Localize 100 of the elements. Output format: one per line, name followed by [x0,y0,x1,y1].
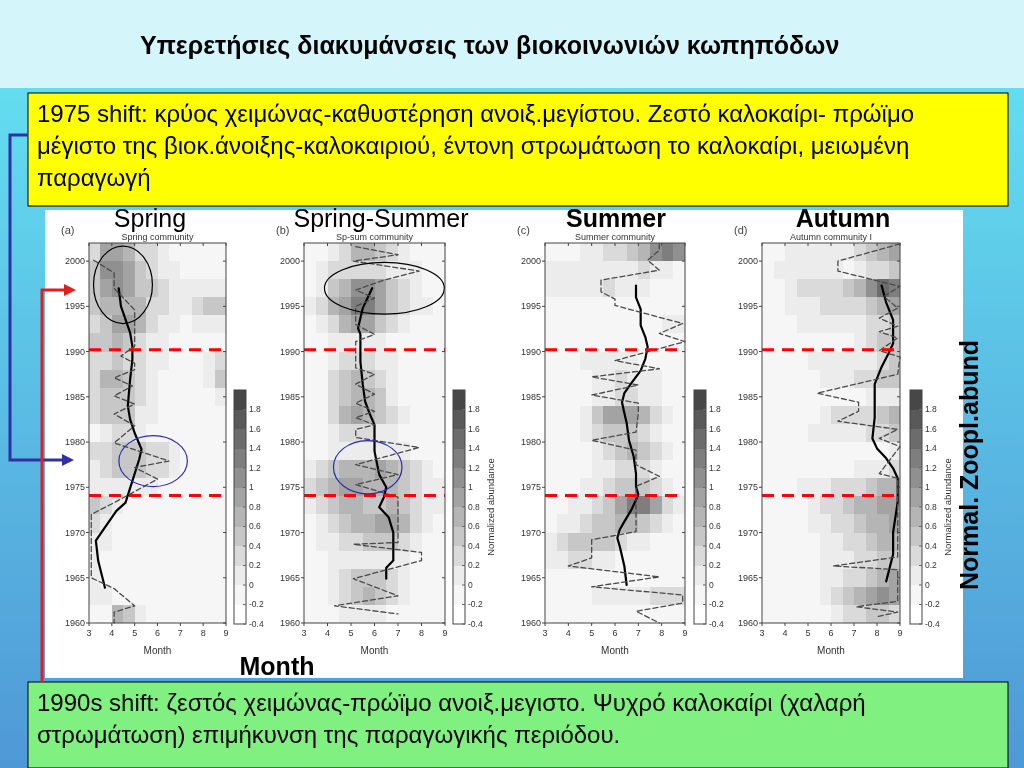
text: Normal. Zoopl.abund [955,340,983,590]
color-bar-label: 1.8 [925,404,938,415]
color-bar-label: 1.4 [925,443,938,454]
color-bar-label: -0.4 [468,618,483,629]
color-bar-label: -0.4 [925,618,940,629]
chart-subtitle: Sp-sum community [335,232,414,242]
x-tick-label: 6 [612,628,618,638]
x-tick-label: 8 [418,628,425,638]
y-tick-label: 1970 [64,527,85,538]
y-tick-label: 1985 [520,391,541,402]
y-tick-label: 1965 [737,572,758,583]
text: (a) [61,224,75,236]
y-tick-label: 1960 [737,618,758,629]
x-tick-label: 6 [371,628,378,638]
x-tick-label: 3 [301,628,307,638]
chart-subtitle: Spring community [121,232,195,242]
y-tick-label: 1970 [520,527,541,538]
color-bar-label: 0.4 [468,540,481,551]
y-tick-label: 1995 [520,301,541,312]
x-tick-label: 8 [874,628,880,638]
x-tick-label: 8 [659,628,665,638]
chart-subtitle: Autumn community I [789,232,873,242]
x-tick-label: 4 [565,628,571,638]
y-tick-label: 1975 [64,482,85,493]
color-bar-label: 1.8 [468,404,481,415]
y-tick-label: 1960 [64,618,85,629]
y-tick-label: 1985 [737,391,758,402]
text: 1990s shift: ζεστός χειμώνας-πρώϊμο ανοιξ.μεγιστο. Ψυχρό καλοκαίρι (χαλαρή στρωμάτωση) επιμήκυνση της παραγωγικής περιόδου. [37,689,866,748]
text: Υπερετήσιες διακυμάνσεις των βιοκοινωνιών κωπηπόδων [140,31,840,60]
color-bar-label: 0.4 [925,540,938,551]
y-tick-label: 1975 [737,482,758,493]
color-bar-label: 1.4 [249,443,262,454]
color-bar-label: 0.2 [249,560,262,571]
color-bar-label: 0.2 [925,560,938,571]
y-tick-label: 1970 [279,527,300,538]
x-tick-label: 3 [759,628,765,638]
color-bar-label: 1.8 [709,404,722,415]
color-bar-label: 0 [249,579,254,590]
color-bar-label: 1.2 [925,462,938,473]
x-tick-label: 5 [348,628,354,638]
x-tick-label: 8 [200,628,206,638]
color-bar-label: 0.4 [249,540,262,551]
x-tick-label: 7 [395,628,401,638]
y-tick-label: 2000 [279,256,300,267]
color-bar-label: 1 [468,482,473,493]
color-bar-label: -0.2 [249,599,264,610]
color-bar-label: 0.2 [709,560,722,571]
color-bar-label: 1.6 [709,423,722,434]
y-tick-label: 2000 [64,256,85,267]
color-bar-label: -0.4 [709,618,724,629]
color-bar-label: 0.6 [249,521,262,532]
x-tick-label: 7 [177,628,183,638]
color-bar-label: 0.4 [709,540,722,551]
y-tick-label: 2000 [737,256,758,267]
color-bar-label: 1.8 [249,404,262,415]
x-tick-label: 9 [682,628,688,638]
y-tick-label: 1970 [737,527,758,538]
color-bar-label: 0.6 [925,521,938,532]
y-tick-label: 1975 [279,482,300,493]
x-tick-label: 6 [154,628,161,638]
x-tick-label: 6 [828,628,834,638]
chart-title: Spring-Summer [293,204,469,232]
color-bar-label: 1.6 [468,423,481,434]
x-tick-label: 3 [86,628,92,638]
y-tick-label: 1990 [737,346,758,357]
text: (b) [276,224,290,236]
y-tick-label: 1985 [279,391,300,402]
y-tick-label: 1990 [520,346,541,357]
color-bar-label: 0.8 [709,501,722,512]
color-bar-label: 0 [709,579,714,590]
color-bar-title: Normalized abundance [485,458,496,556]
x-tick-label: 4 [109,628,115,638]
text: (c) [517,224,530,236]
text: Month [239,652,315,680]
chart-title: Autumn [795,204,891,232]
y-tick-label: 1965 [279,572,300,583]
color-bar-label: 0.6 [468,521,481,532]
y-tick-label: 1990 [279,346,300,357]
x-tick-label: 9 [223,628,229,638]
chart-title: Summer [565,204,667,232]
y-tick-label: 1995 [64,301,85,312]
color-bar-label: -0.4 [249,618,264,629]
y-tick-label: 1980 [64,437,85,448]
y-tick-label: 1960 [279,618,300,629]
color-bar-label: -0.2 [925,599,940,610]
color-bar-label: 1.4 [468,443,481,454]
x-axis-title: Month [360,645,389,656]
color-bar-label: 1.6 [925,423,938,434]
x-axis-title: Month [601,645,629,656]
chart-subtitle: Summer community [574,232,656,242]
color-bar-label: 0 [468,579,473,590]
x-tick-label: 4 [782,628,788,638]
color-bar-label: 1.2 [468,462,481,473]
y-tick-label: 1975 [520,482,541,493]
x-axis-title: Month [817,645,845,656]
y-tick-label: 1980 [737,437,758,448]
color-bar-label: 1.2 [709,462,722,473]
x-tick-label: 9 [442,628,448,638]
color-bar-title: Normalized abundance [942,458,953,556]
y-tick-label: 1965 [520,572,541,583]
